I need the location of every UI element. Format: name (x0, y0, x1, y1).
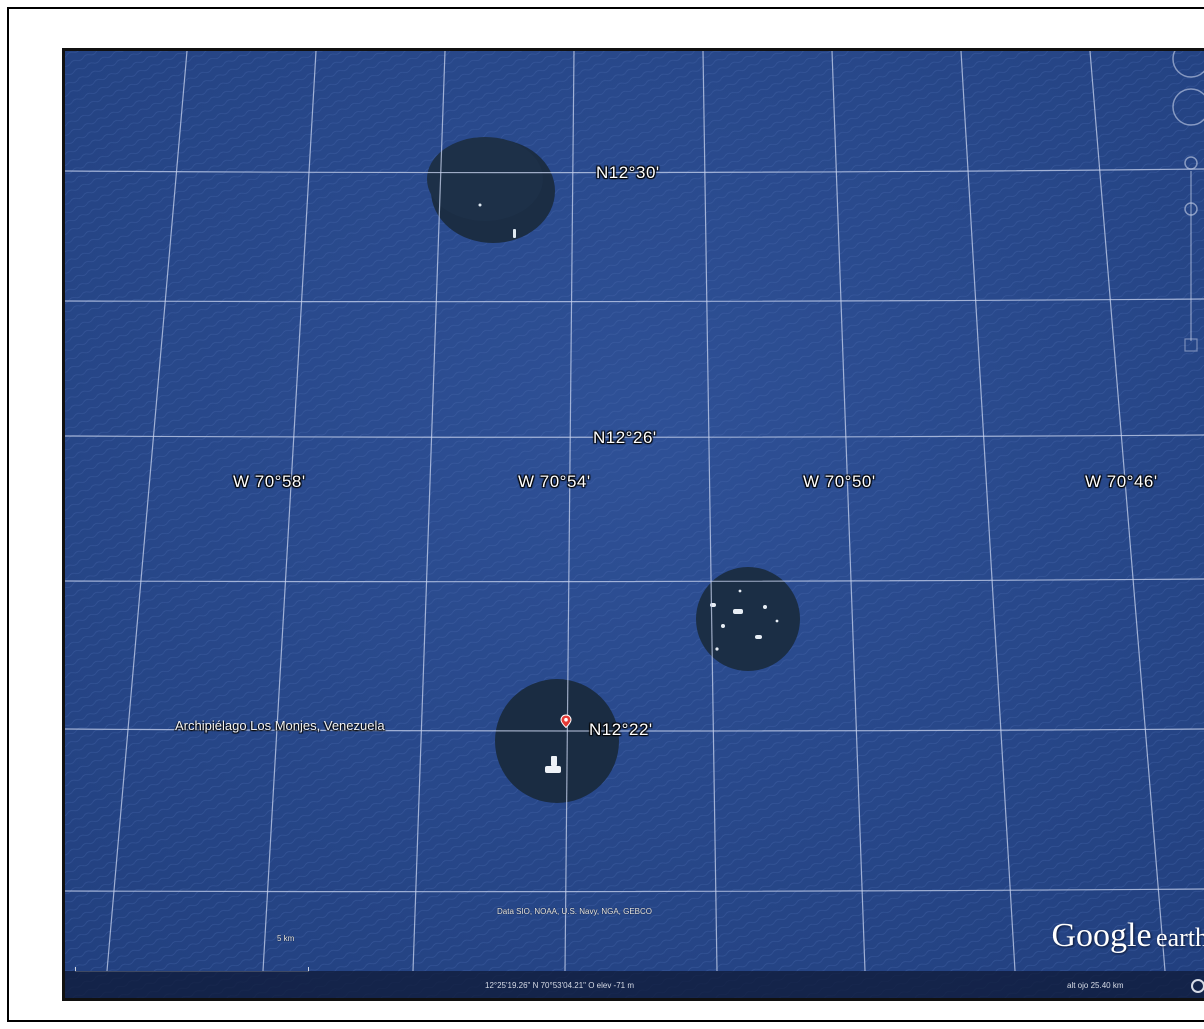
data-attribution: Data SIO, NOAA, U.S. Navy, NGA, GEBCO (497, 907, 652, 916)
ocean-texture (65, 51, 1204, 998)
status-bar: 12°25'19.26" N 70°53'04.21" O elev -71 m… (65, 971, 1204, 998)
map-view[interactable]: N12°30' N12°26' N12°22' W 70°58' W 70°54… (62, 48, 1204, 1001)
longitude-label: W 70°50' (803, 472, 876, 491)
navigation-controls[interactable] (1144, 51, 1204, 361)
south-island (545, 756, 561, 773)
map-canvas (65, 51, 1204, 998)
scale-label: 5 km (277, 934, 295, 943)
north-island (478, 203, 516, 238)
zoom-in-icon[interactable] (1184, 156, 1198, 170)
latitude-label: N12°22' (589, 720, 653, 739)
move-ring-icon[interactable] (1172, 88, 1204, 126)
graticule (65, 51, 1204, 972)
globe-icon (1191, 979, 1204, 993)
eye-altitude: alt ojo 25.40 km (1067, 981, 1124, 990)
google-earth-logo: Google earth (1051, 917, 1204, 954)
latitude-label: N12°26' (593, 428, 657, 447)
look-ring-icon[interactable] (1172, 51, 1204, 78)
zoom-slider-knob[interactable] (1184, 202, 1198, 216)
longitude-label: W 70°54' (518, 472, 591, 491)
east-island-shoal (696, 567, 800, 671)
south-island-shoal (495, 679, 619, 803)
longitude-label: W 70°58' (233, 472, 306, 491)
latitude-label: N12°30' (596, 163, 660, 182)
zoom-out-icon[interactable] (1184, 338, 1198, 352)
longitude-label: W 70°46' (1085, 472, 1158, 491)
image-frame (7, 7, 1204, 1022)
east-island (710, 589, 779, 651)
map-pin-icon[interactable] (559, 714, 573, 728)
north-island-shoal (427, 137, 555, 243)
placemark-label[interactable]: Archipiélago Los Monjes, Venezuela (175, 718, 385, 733)
cursor-coordinates: 12°25'19.26" N 70°53'04.21" O elev -71 m (485, 981, 635, 990)
